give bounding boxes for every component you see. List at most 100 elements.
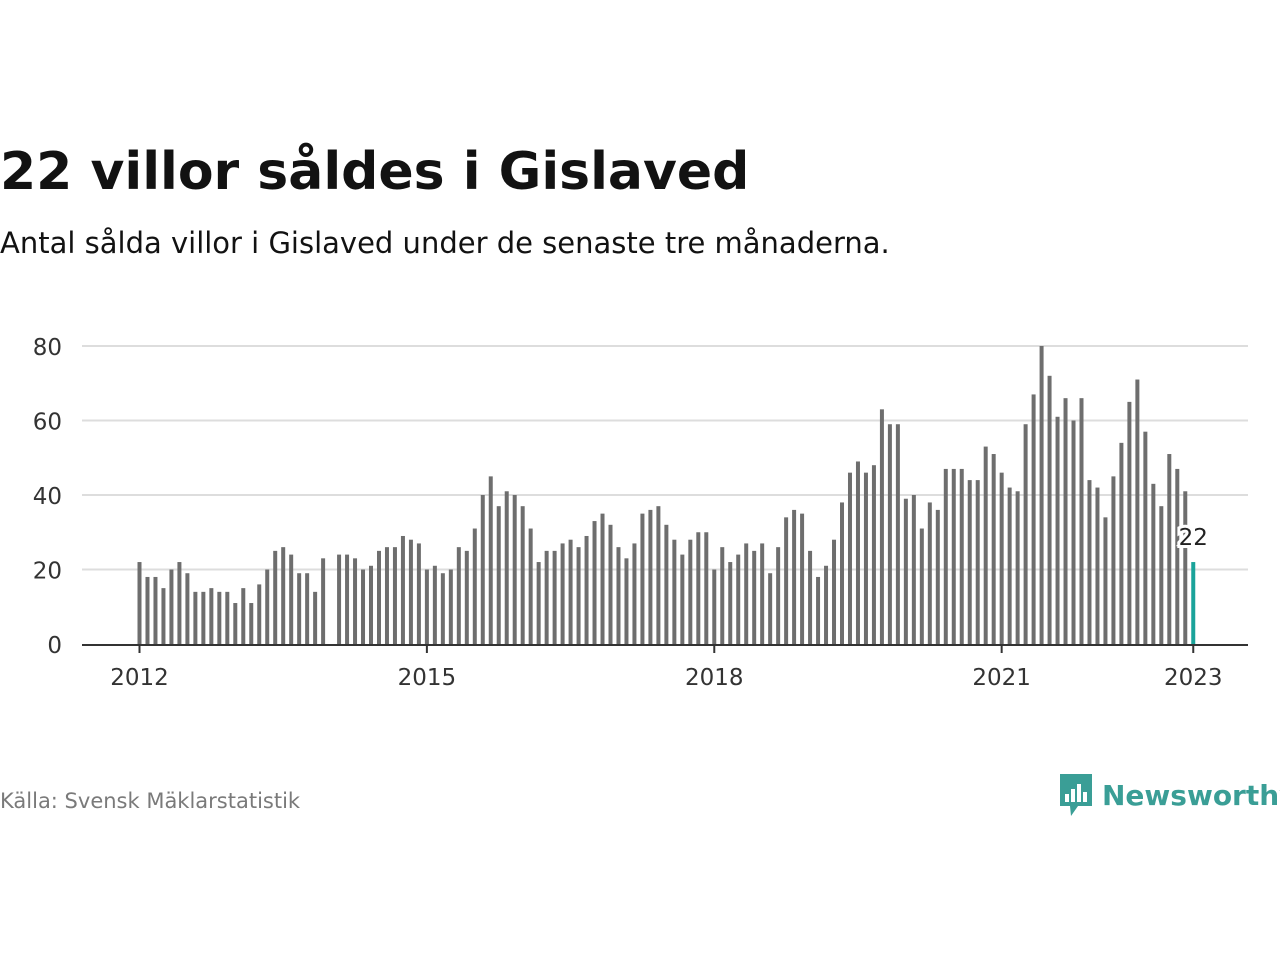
bar xyxy=(1055,416,1060,644)
bar xyxy=(337,554,342,644)
bar xyxy=(664,524,669,644)
bar xyxy=(903,498,908,644)
bar xyxy=(824,565,829,644)
bar xyxy=(584,535,589,644)
bar xyxy=(840,502,845,644)
x-tick-label: 2012 xyxy=(110,665,169,691)
bar xyxy=(1103,517,1108,644)
bar xyxy=(544,550,549,644)
bar xyxy=(680,554,685,644)
bar xyxy=(1007,487,1012,644)
bar xyxy=(1143,431,1148,644)
bar xyxy=(832,539,837,644)
bar xyxy=(185,573,190,644)
highlight-label-group: 22 xyxy=(1176,522,1211,554)
bar xyxy=(392,547,397,644)
bar xyxy=(847,472,852,644)
bar xyxy=(1127,401,1132,644)
bar xyxy=(895,424,900,644)
y-tick-label: 80 xyxy=(33,335,62,361)
bar xyxy=(400,535,405,644)
bar-chart: 0 20 40 60 80 2012 2015 2018 2021 2023 22 xyxy=(33,335,1248,691)
bar xyxy=(999,472,1004,644)
bar xyxy=(1167,454,1172,644)
bar xyxy=(632,543,637,644)
bar xyxy=(496,506,501,644)
logo-text: Newsworthy xyxy=(1102,778,1280,812)
bar xyxy=(488,476,493,644)
bar xyxy=(161,588,166,644)
y-tick-label: 40 xyxy=(33,484,62,510)
bar xyxy=(744,543,749,644)
bar xyxy=(169,569,174,644)
bar xyxy=(816,576,821,644)
chart-subtitle: Antal sålda villor i Gislaved under de s… xyxy=(0,226,890,260)
bar xyxy=(225,591,230,644)
bar xyxy=(704,532,709,644)
bar xyxy=(257,584,262,644)
bar xyxy=(145,576,150,644)
x-tick-label: 2023 xyxy=(1164,665,1223,691)
bar xyxy=(927,502,932,644)
bar xyxy=(1095,487,1100,644)
bar xyxy=(1015,491,1020,644)
bar xyxy=(720,547,725,644)
bar xyxy=(361,569,366,644)
bar xyxy=(241,588,246,644)
bar xyxy=(281,547,286,644)
bar xyxy=(1087,480,1092,644)
bar xyxy=(233,603,238,644)
bar xyxy=(624,558,629,644)
bar xyxy=(855,461,860,644)
bar xyxy=(1119,442,1124,644)
bar xyxy=(1151,483,1156,644)
bar xyxy=(384,547,389,644)
bar xyxy=(808,550,813,644)
bar xyxy=(1039,346,1044,644)
bar xyxy=(273,550,278,644)
bar xyxy=(736,554,741,644)
bar xyxy=(432,565,437,644)
bar xyxy=(153,576,158,644)
bar xyxy=(608,524,613,644)
newsworthy-logo-icon xyxy=(1060,774,1092,816)
bar xyxy=(201,591,206,644)
bar xyxy=(408,539,413,644)
bar xyxy=(321,558,326,644)
bar xyxy=(536,562,541,644)
bar xyxy=(911,495,916,644)
bar xyxy=(776,547,781,644)
bar xyxy=(249,603,254,644)
bar-highlight xyxy=(1191,562,1196,644)
bar xyxy=(313,591,318,644)
bar xyxy=(552,550,557,644)
source-note: Källa: Svensk Mäklarstatistik xyxy=(0,789,301,813)
bar xyxy=(768,573,773,644)
bar xyxy=(289,554,294,644)
bar xyxy=(472,528,477,644)
bar xyxy=(576,547,581,644)
bar xyxy=(879,409,884,644)
bar xyxy=(464,550,469,644)
bar xyxy=(728,562,733,644)
bar xyxy=(600,513,605,644)
bar xyxy=(1023,424,1028,644)
chart-title: 22 villor såldes i Gislaved xyxy=(0,142,750,202)
bar xyxy=(616,547,621,644)
bar xyxy=(975,480,980,644)
bar xyxy=(265,569,270,644)
bar xyxy=(440,573,445,644)
bar xyxy=(560,543,565,644)
bar xyxy=(792,509,797,644)
bar xyxy=(376,550,381,644)
y-tick-label: 60 xyxy=(33,410,62,436)
bar xyxy=(863,472,868,644)
bar xyxy=(480,495,485,644)
bar xyxy=(504,491,509,644)
bar xyxy=(424,569,429,644)
bar xyxy=(592,521,597,644)
bar xyxy=(656,506,661,644)
bar xyxy=(943,468,948,644)
bar xyxy=(752,550,757,644)
bar xyxy=(345,554,350,644)
